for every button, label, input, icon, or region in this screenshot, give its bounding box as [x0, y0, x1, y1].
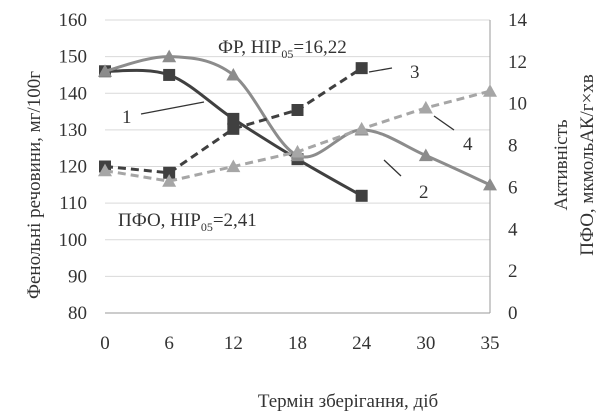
- series-3-point: [227, 122, 240, 135]
- series-2-line: [104, 55, 491, 187]
- right-y-axis-title-line2: ПФО, мкмольАК/г×хв: [577, 74, 598, 256]
- left-y-tick-label: 120: [59, 157, 88, 178]
- series-2-point: [98, 64, 112, 77]
- series-4-point: [226, 159, 241, 173]
- left-y-tick-label: 150: [59, 47, 88, 68]
- series-3-point: [291, 103, 304, 116]
- series-2-point: [418, 148, 433, 162]
- left-y-tick-label: 90: [68, 266, 87, 287]
- series-group: [98, 49, 497, 202]
- pfo-lsd-prefix: ПФО, НІР: [118, 210, 201, 231]
- left-y-tick-label: 140: [59, 83, 88, 104]
- series-4-point: [98, 163, 112, 177]
- fr-lsd-value: =16,22: [293, 37, 346, 58]
- left-y-tick-label: 80: [68, 303, 87, 324]
- series-label-4: 4: [463, 134, 473, 155]
- fr-lsd-prefix: ФР, НІР: [218, 37, 281, 58]
- series-1-point: [227, 112, 240, 125]
- x-tick-label: 24: [352, 333, 372, 354]
- right-y-tick-labels: 0 2 4 6 8 10 12 14: [508, 10, 528, 324]
- right-y-axis-title-line1: Активність: [551, 119, 572, 210]
- pfo-lsd-subscript: 05: [201, 220, 213, 234]
- right-y-tick-label: 12: [508, 52, 527, 73]
- series-4-point: [290, 144, 305, 158]
- x-tick-label: 30: [416, 333, 435, 354]
- series-4: [98, 84, 497, 187]
- right-y-tick-label: 8: [508, 136, 518, 157]
- left-y-tick-labels: 80 90 100 110 120 130 140 150 160: [59, 10, 88, 324]
- series-2-point: [162, 49, 177, 63]
- pfo-lsd-annotation: ПФО, НІР05=2,41: [118, 210, 257, 234]
- left-y-tick-label: 130: [59, 120, 88, 141]
- x-tick-label: 35: [481, 333, 500, 354]
- right-y-tick-label: 14: [508, 10, 528, 31]
- fr-lsd-subscript: 05: [281, 47, 293, 61]
- left-y-tick-label: 110: [59, 193, 87, 214]
- series-3-point: [355, 62, 368, 75]
- series-1-point: [163, 68, 176, 81]
- x-tick-label: 18: [288, 333, 307, 354]
- series-4-point: [354, 121, 369, 135]
- label-4-leader: [433, 115, 455, 131]
- fr-lsd-annotation: ФР, НІР05=16,22: [218, 37, 347, 61]
- left-y-tick-label: 100: [59, 230, 88, 251]
- label-2-leader: [383, 159, 402, 177]
- series-2-point: [226, 67, 241, 81]
- x-tick-label: 12: [224, 333, 243, 354]
- label-3-leader: [368, 67, 393, 73]
- series-1-point: [355, 189, 368, 202]
- series-4-point: [162, 174, 177, 187]
- series-4-point: [483, 84, 497, 97]
- right-y-tick-label: 6: [508, 177, 518, 198]
- axes: [105, 20, 491, 314]
- label-1-leader: [140, 101, 205, 115]
- left-y-tick-label: 160: [59, 10, 88, 31]
- series-3-point: [163, 166, 176, 179]
- pfo-lsd-value: =2,41: [213, 210, 257, 231]
- right-y-tick-label: 0: [508, 303, 518, 324]
- series-label-1: 1: [122, 107, 132, 128]
- series-2-point: [483, 177, 497, 191]
- x-tick-labels: 0 6 12 18 24 30 35: [100, 333, 499, 354]
- series-label-3: 3: [410, 62, 420, 83]
- series-label-2: 2: [419, 182, 429, 203]
- series-3-line: [104, 66, 363, 175]
- right-y-tick-label: 10: [508, 94, 527, 115]
- x-tick-label: 0: [100, 333, 110, 354]
- series-4-point: [418, 100, 433, 114]
- x-axis-title: Термін зберігання, діб: [258, 391, 438, 412]
- left-y-axis-title: Фенольні речовини, мг/100г: [24, 71, 45, 299]
- right-y-tick-label: 2: [508, 261, 518, 282]
- right-y-tick-label: 4: [508, 219, 518, 240]
- x-tick-label: 6: [164, 333, 174, 354]
